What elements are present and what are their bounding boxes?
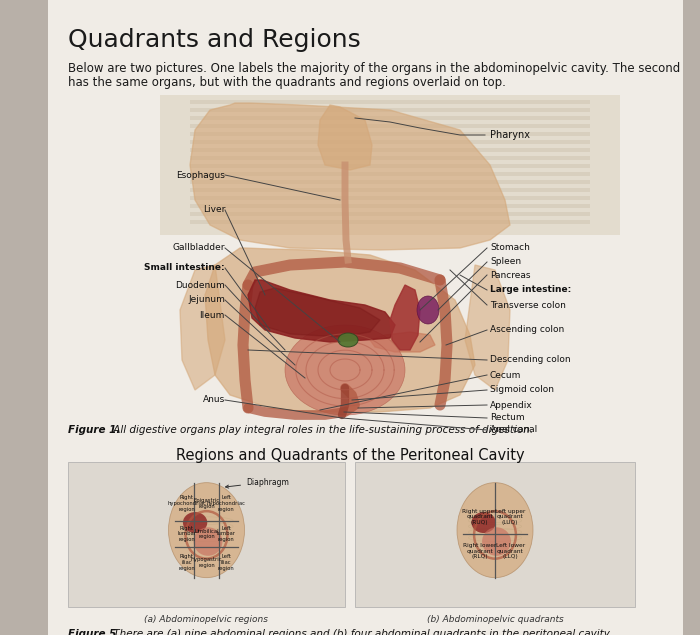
Bar xyxy=(190,108,590,112)
Text: has the same organs, but with the quadrants and regions overlaid on top.: has the same organs, but with the quadra… xyxy=(68,76,506,89)
Bar xyxy=(190,124,590,128)
Bar xyxy=(190,148,590,152)
Ellipse shape xyxy=(471,512,496,533)
Text: Hypogastric
region: Hypogastric region xyxy=(190,557,223,568)
Text: There are (a) nine abdominal regions and (b) four abdominal quadrants in the per: There are (a) nine abdominal regions and… xyxy=(110,629,612,635)
Text: Right
iliac
region: Right iliac region xyxy=(178,554,195,571)
Ellipse shape xyxy=(417,296,439,324)
Text: Anal canal: Anal canal xyxy=(490,425,538,434)
Text: Left
iliac
region: Left iliac region xyxy=(218,554,234,571)
Bar xyxy=(190,196,590,200)
Text: Stomach: Stomach xyxy=(490,243,530,253)
Text: Jejunum: Jejunum xyxy=(188,295,225,305)
Bar xyxy=(190,140,590,144)
Text: Right
hypochondriac
region: Right hypochondriac region xyxy=(167,495,206,512)
Bar xyxy=(355,462,635,607)
Bar xyxy=(190,172,590,176)
Ellipse shape xyxy=(338,333,358,347)
Text: Large intestine:: Large intestine: xyxy=(490,286,571,295)
Text: Figure 1.: Figure 1. xyxy=(68,425,120,435)
Text: Duodenum: Duodenum xyxy=(175,281,225,290)
Text: Right
lumbar
region: Right lumbar region xyxy=(177,526,196,542)
Bar xyxy=(190,100,590,104)
Text: (b) Abdominopelvic quadrants: (b) Abdominopelvic quadrants xyxy=(426,615,564,624)
Bar xyxy=(190,220,590,224)
Bar xyxy=(190,164,590,168)
Text: Descending colon: Descending colon xyxy=(490,356,570,364)
Polygon shape xyxy=(180,265,225,390)
Bar xyxy=(190,156,590,160)
Text: Right upper
quadrant
(RUQ): Right upper quadrant (RUQ) xyxy=(463,509,497,525)
Ellipse shape xyxy=(194,527,223,556)
Text: Cecum: Cecum xyxy=(490,370,522,380)
Text: Gallbladder: Gallbladder xyxy=(172,243,225,253)
Polygon shape xyxy=(465,265,510,390)
Text: Transverse colon: Transverse colon xyxy=(490,300,566,309)
Text: Pharynx: Pharynx xyxy=(490,130,530,140)
Text: Regions and Quadrants of the Peritoneal Cavity: Regions and Quadrants of the Peritoneal … xyxy=(176,448,524,463)
Text: Sigmoid colon: Sigmoid colon xyxy=(490,385,554,394)
Polygon shape xyxy=(318,105,372,170)
Text: Liver: Liver xyxy=(202,206,225,215)
Text: Quadrants and Regions: Quadrants and Regions xyxy=(68,28,360,52)
Polygon shape xyxy=(370,332,435,352)
Bar xyxy=(190,116,590,120)
Text: (a) Abdominopelvic regions: (a) Abdominopelvic regions xyxy=(144,615,269,624)
Ellipse shape xyxy=(183,512,207,533)
Text: Left upper
quadrant
(LUQ): Left upper quadrant (LUQ) xyxy=(495,509,526,525)
Bar xyxy=(190,180,590,184)
Polygon shape xyxy=(190,103,510,250)
Text: Esophagus: Esophagus xyxy=(176,171,225,180)
Bar xyxy=(190,204,590,208)
Polygon shape xyxy=(390,285,420,350)
Text: Left lower
quadrant
(LLQ): Left lower quadrant (LLQ) xyxy=(496,543,525,559)
Text: Epigastric
region: Epigastric region xyxy=(193,498,220,509)
Polygon shape xyxy=(248,280,395,342)
Bar xyxy=(160,95,620,235)
Ellipse shape xyxy=(482,527,511,556)
Text: Spleen: Spleen xyxy=(490,258,521,267)
Text: Left
lumbar
region: Left lumbar region xyxy=(217,526,236,542)
Polygon shape xyxy=(255,288,380,337)
Polygon shape xyxy=(205,248,475,412)
Text: Pancreas: Pancreas xyxy=(490,271,531,279)
Text: Ileum: Ileum xyxy=(199,311,225,319)
Ellipse shape xyxy=(169,483,244,578)
Bar xyxy=(68,462,345,607)
Text: Below are two pictures. One labels the majority of the organs in the abdominopel: Below are two pictures. One labels the m… xyxy=(68,62,680,75)
Text: Anus: Anus xyxy=(203,396,225,404)
Ellipse shape xyxy=(285,325,405,415)
Text: Right lower
quadrant
(RLQ): Right lower quadrant (RLQ) xyxy=(463,543,496,559)
Text: Diaphragm: Diaphragm xyxy=(225,478,289,488)
Text: Left
hypochondriac
region: Left hypochondriac region xyxy=(206,495,246,512)
Text: Figure 5.: Figure 5. xyxy=(68,629,120,635)
Text: Umbilical
region: Umbilical region xyxy=(194,528,219,539)
Text: Appendix: Appendix xyxy=(490,401,533,410)
Text: All digestive organs play integral roles in the life-sustaining process of diges: All digestive organs play integral roles… xyxy=(110,425,533,435)
Bar xyxy=(190,188,590,192)
Ellipse shape xyxy=(457,483,533,578)
Text: Ascending colon: Ascending colon xyxy=(490,326,564,335)
Bar xyxy=(190,132,590,136)
Bar xyxy=(190,212,590,216)
Text: Small intestine:: Small intestine: xyxy=(144,264,225,272)
Text: Rectum: Rectum xyxy=(490,413,524,422)
